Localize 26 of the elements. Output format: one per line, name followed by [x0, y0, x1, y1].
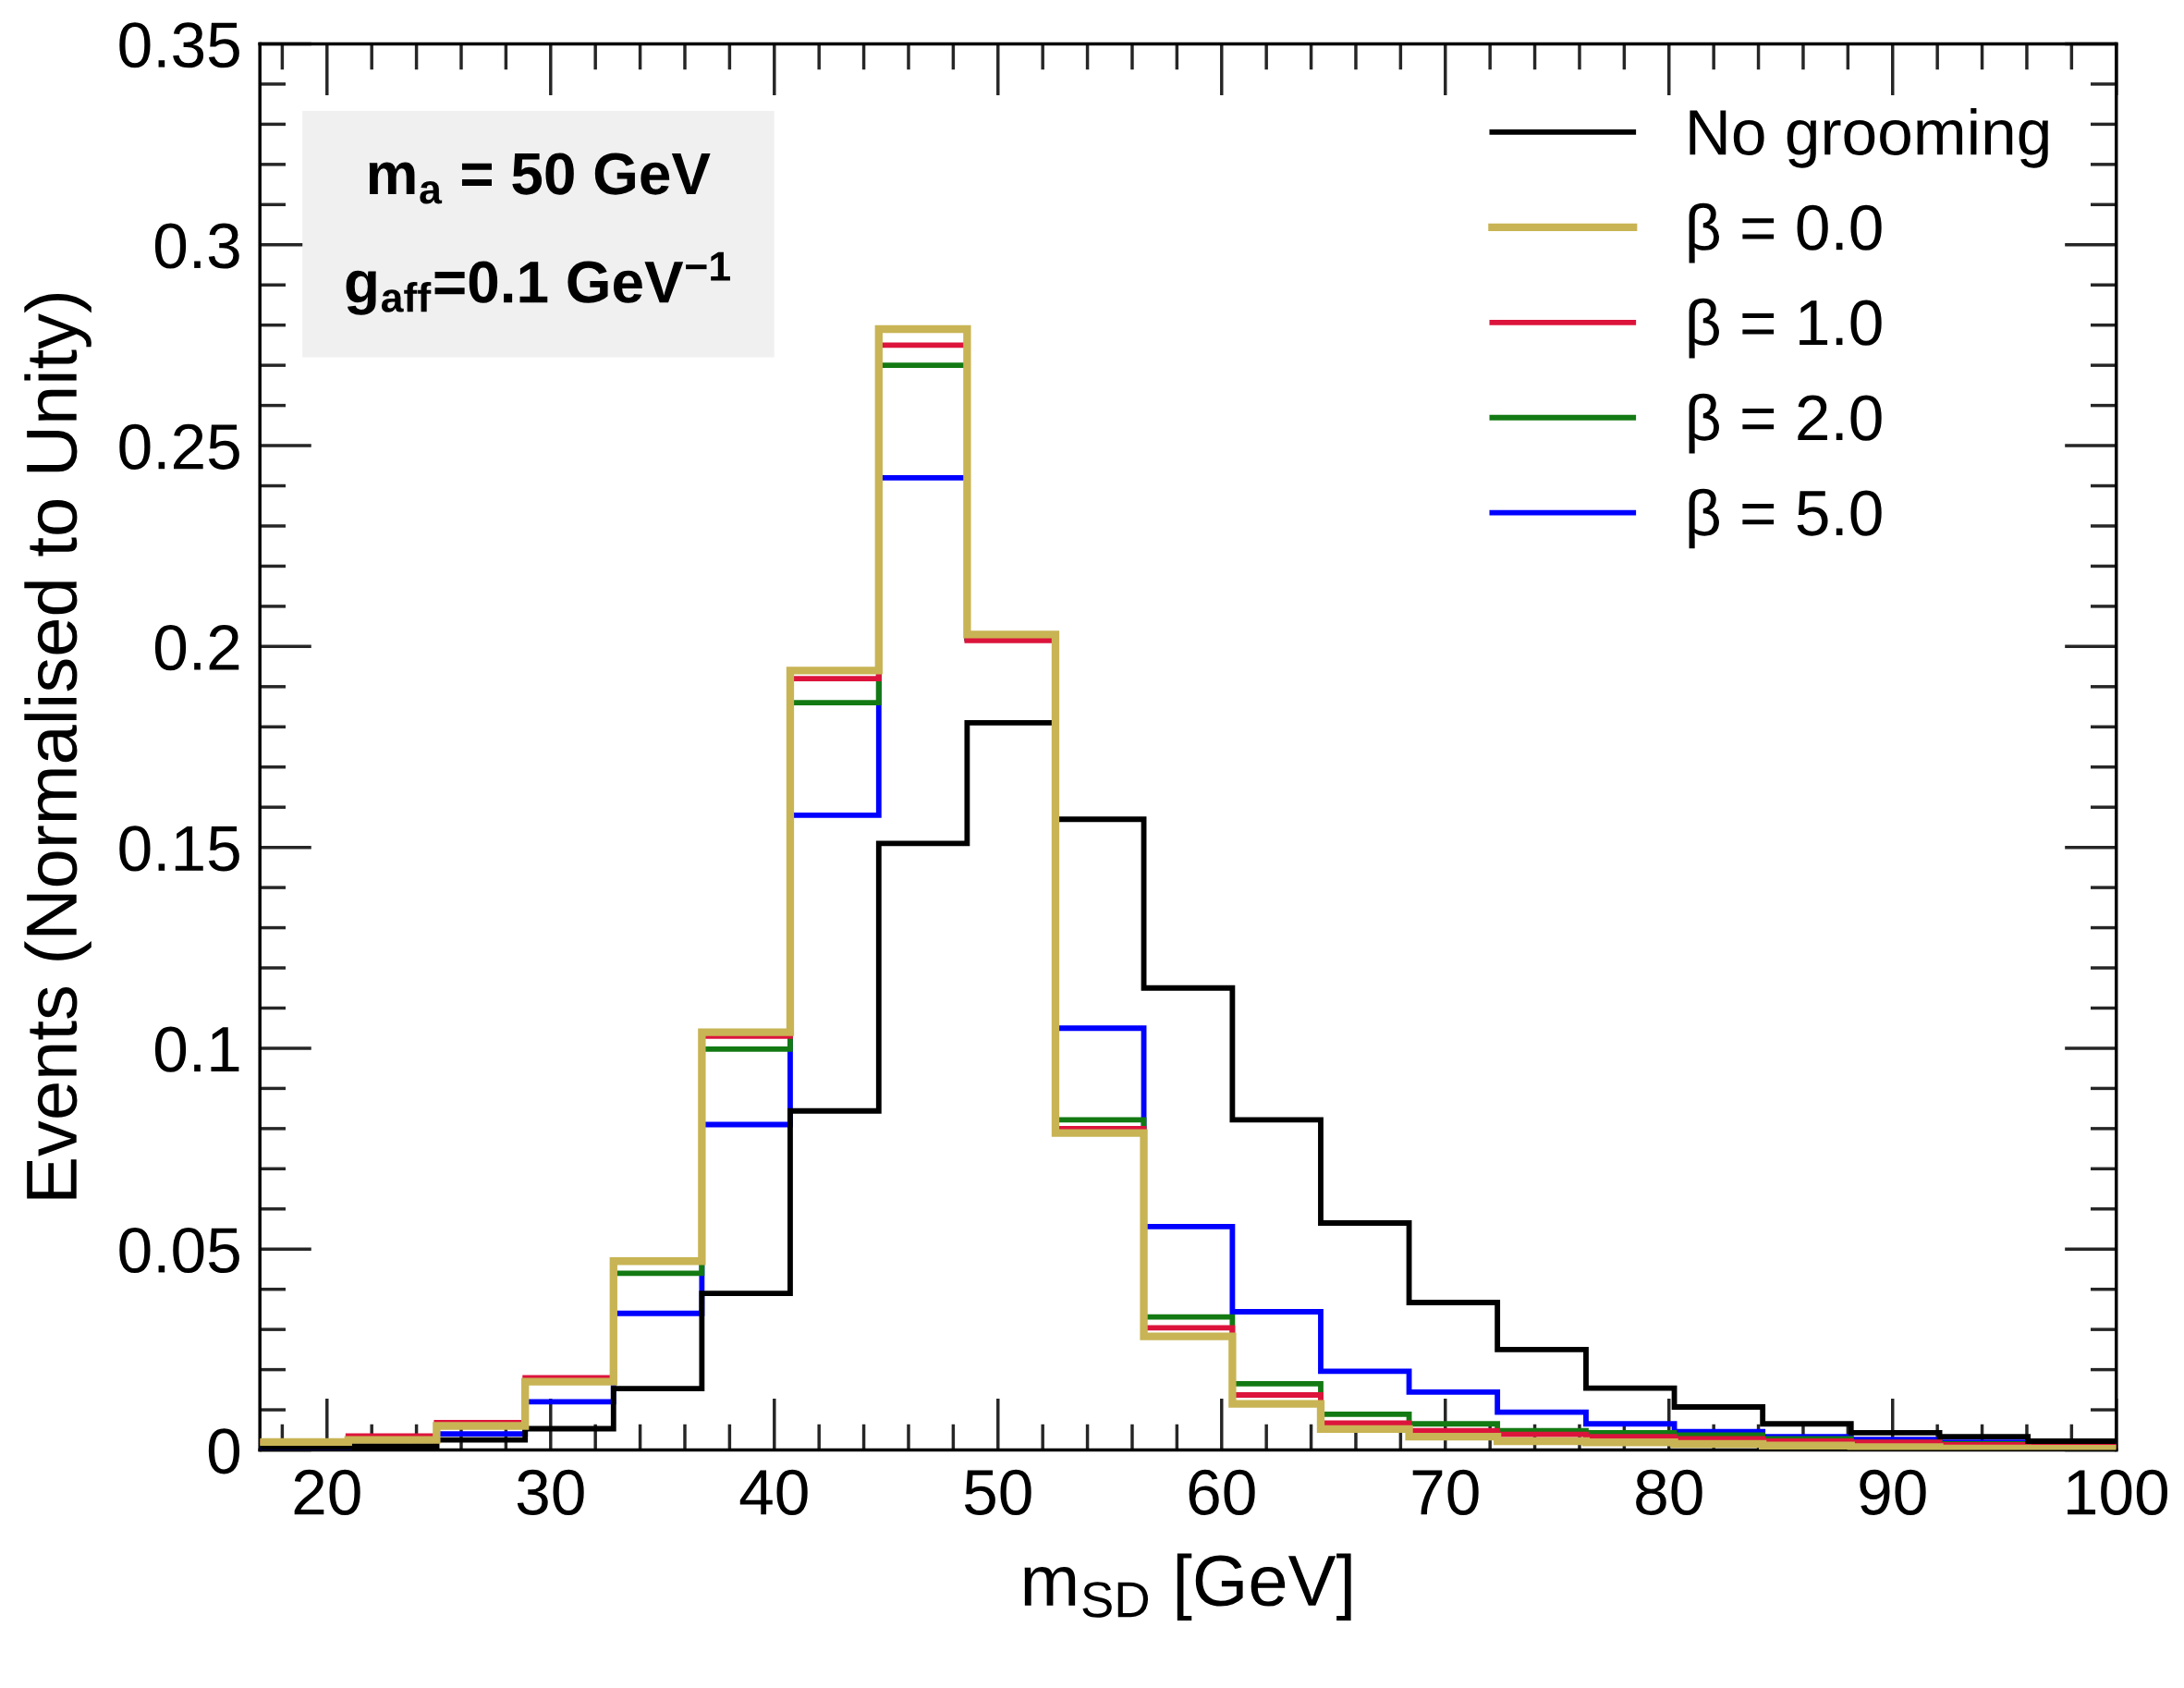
y-tick-label: 0.05 [119, 1227, 239, 1274]
y-tick-label: 0.15 [119, 826, 239, 872]
legend-label: No grooming [1690, 107, 2048, 168]
y-tick-label: 0.2 [154, 625, 239, 671]
x-tick-label: 100 [2068, 1469, 2167, 1515]
legend-label: β = 1.0 [1689, 298, 1882, 359]
legend-label: β = 5.0 [1689, 488, 1882, 549]
x-tick-label: 20 [294, 1469, 360, 1515]
annotation: g$_{aff}$=0.1 GeV$^{−1}$ [346, 251, 730, 315]
x-tick-label: 30 [517, 1469, 584, 1515]
annotation: m$_{a}$ = 50 GeV [369, 153, 711, 204]
legend-label: β = 0.0 [1689, 202, 1882, 263]
x-tick-label: 80 [1636, 1469, 1702, 1515]
y-tick-label: 0 [208, 1428, 240, 1474]
x-tick-label: 70 [1412, 1469, 1479, 1515]
x-axis-title: m$_{SD}$ [GeV] [1024, 1553, 1351, 1621]
y-tick-label: 0.3 [154, 223, 239, 269]
legend-label: β = 2.0 [1689, 393, 1882, 454]
y-tick-label: 0.35 [119, 22, 239, 68]
y-axis-title: Events (Normalised to Unity) [24, 293, 92, 1199]
x-tick-label: 50 [964, 1469, 1031, 1515]
x-tick-label: 60 [1189, 1469, 1255, 1515]
y-tick-label: 0.25 [119, 423, 239, 470]
x-tick-label: 40 [739, 1469, 808, 1515]
x-tick-label: 90 [1860, 1469, 1926, 1515]
y-tick-label: 0.1 [154, 1026, 239, 1072]
